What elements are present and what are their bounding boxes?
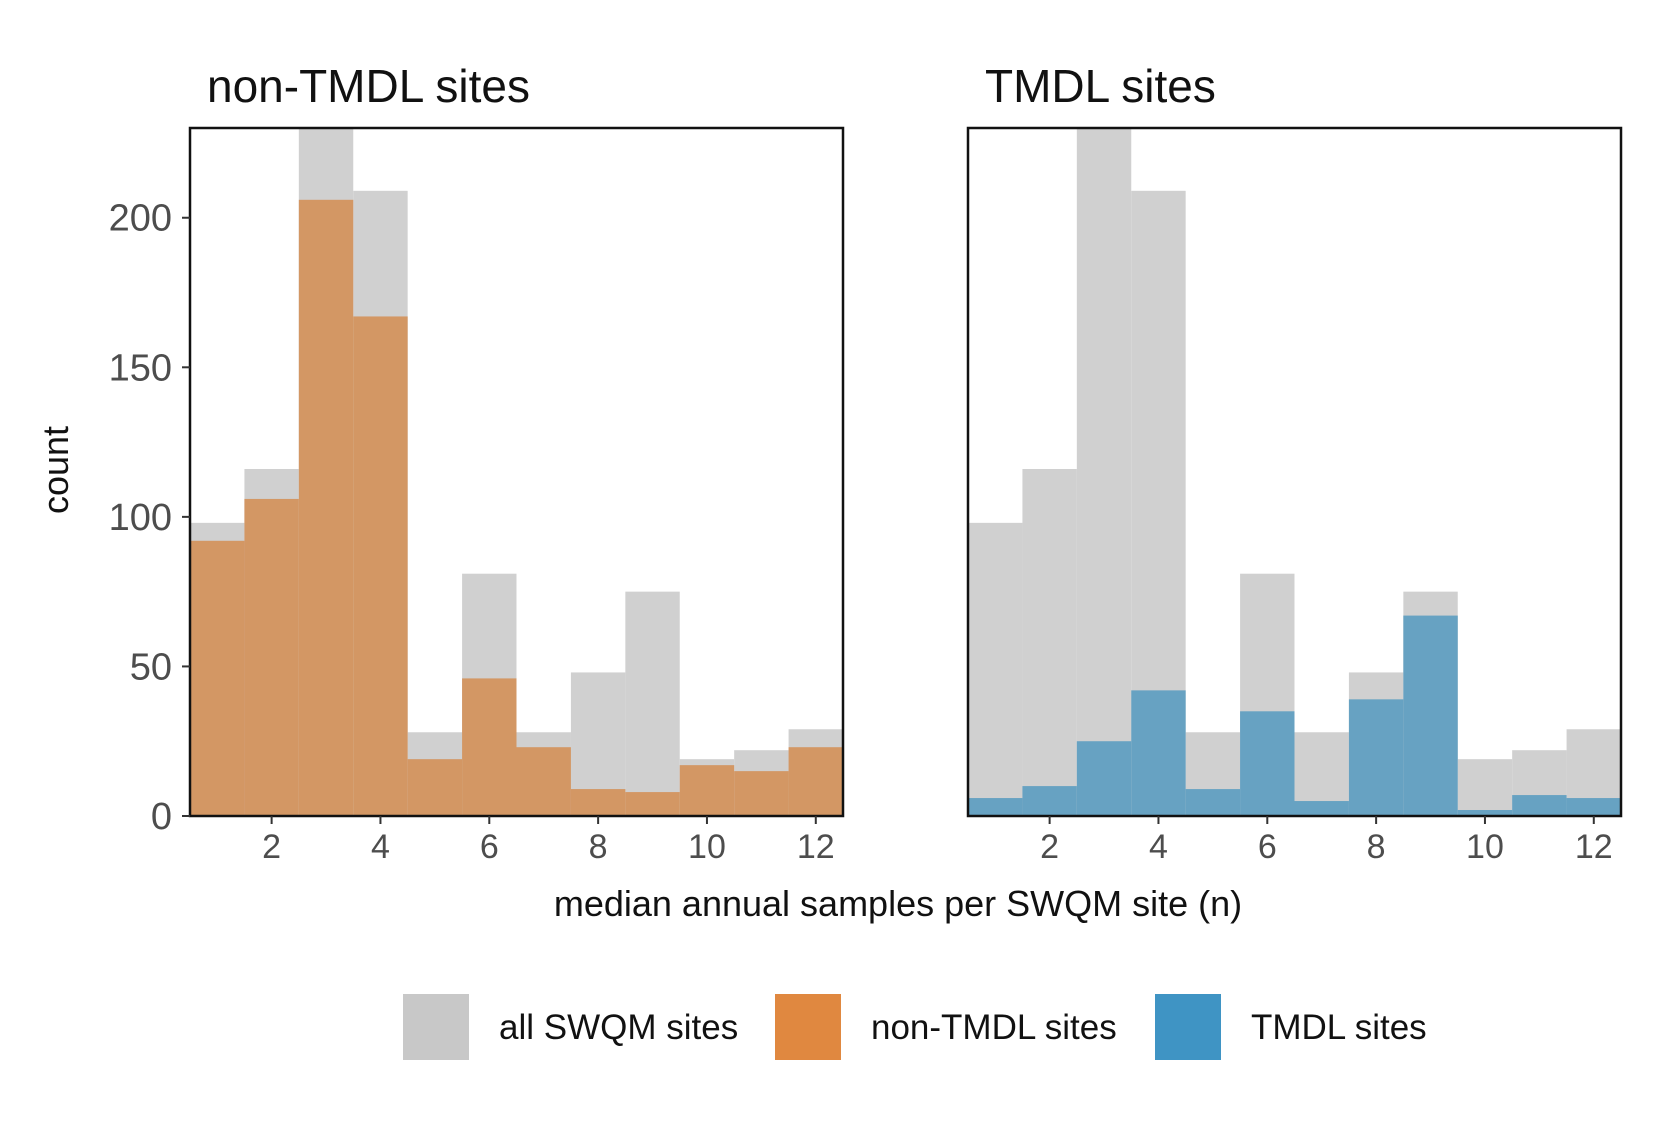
bar [190, 540, 245, 816]
x-tick-label: 6 [480, 828, 499, 866]
bar [1512, 795, 1567, 816]
bar [968, 798, 1023, 816]
bar [679, 765, 735, 816]
bar [734, 771, 789, 816]
bar [1294, 801, 1349, 816]
y-axis-title: count [35, 426, 76, 514]
bar [516, 747, 571, 816]
x-tick-label: 8 [589, 828, 608, 866]
bar [1022, 786, 1077, 816]
bar [462, 678, 517, 816]
y-tick-label: 150 [109, 347, 172, 389]
bar [1076, 128, 1132, 816]
bar [1566, 798, 1621, 816]
x-tick-label: 10 [1466, 828, 1504, 866]
bar [788, 747, 843, 816]
x-tick-label: 8 [1367, 828, 1386, 866]
y-tick-label: 100 [109, 497, 172, 539]
x-tick-label: 10 [688, 828, 726, 866]
legend-item: all SWQM sites [403, 994, 738, 1060]
series-subset [968, 615, 1621, 816]
legend-label: non-TMDL sites [871, 1008, 1117, 1047]
bar [1403, 615, 1458, 816]
bar [1457, 810, 1513, 816]
legend-key [1155, 994, 1221, 1060]
legend-label: TMDL sites [1251, 1008, 1427, 1047]
legend-item: TMDL sites [1155, 994, 1427, 1060]
panel-title: non-TMDL sites [207, 60, 530, 112]
legend-key [403, 994, 469, 1060]
x-tick-label: 6 [1258, 828, 1277, 866]
bar [1185, 789, 1241, 816]
x-tick-label: 2 [1040, 828, 1059, 866]
panels: non-TMDL sites 2 4 6 8 10 12 0 50 100 150 200 TMDL s… [109, 60, 1623, 866]
y-tick-label: 0 [151, 796, 172, 838]
bar [1076, 741, 1132, 816]
panel-2: TMDL sites 2 4 6 8 10 12 [966, 60, 1623, 866]
bar [1348, 699, 1404, 816]
y-tick-label: 200 [109, 198, 172, 240]
bar [1457, 759, 1513, 816]
legend-key [775, 994, 841, 1060]
legend-label: all SWQM sites [499, 1008, 738, 1047]
bar [625, 591, 680, 816]
x-tick-label: 12 [797, 828, 835, 866]
x-tick-label: 2 [262, 828, 281, 866]
panel-border [188, 126, 845, 818]
legend-item: non-TMDL sites [775, 994, 1117, 1060]
y-tick-label: 50 [130, 646, 172, 688]
bar [1131, 690, 1186, 816]
series-subset [190, 199, 843, 816]
x-tick-label: 12 [1575, 828, 1613, 866]
bar [1240, 711, 1295, 816]
x-tick-label: 4 [1149, 828, 1168, 866]
bar [1022, 469, 1077, 816]
bar [298, 199, 354, 816]
x-axis-title: median annual samples per SWQM site (n) [554, 883, 1242, 924]
panel-title: TMDL sites [985, 60, 1216, 112]
x-tick-label: 4 [371, 828, 390, 866]
panel-border [966, 126, 1623, 818]
bar [570, 789, 626, 816]
panel-1: non-TMDL sites 2 4 6 8 10 12 0 50 100 150 200 [109, 60, 845, 866]
bar [968, 522, 1023, 816]
bar [625, 792, 680, 816]
bar [353, 316, 408, 816]
bar [407, 759, 463, 816]
legend: all SWQM sites non-TMDL sites TMDL sites [403, 994, 1427, 1060]
bar [244, 498, 299, 816]
